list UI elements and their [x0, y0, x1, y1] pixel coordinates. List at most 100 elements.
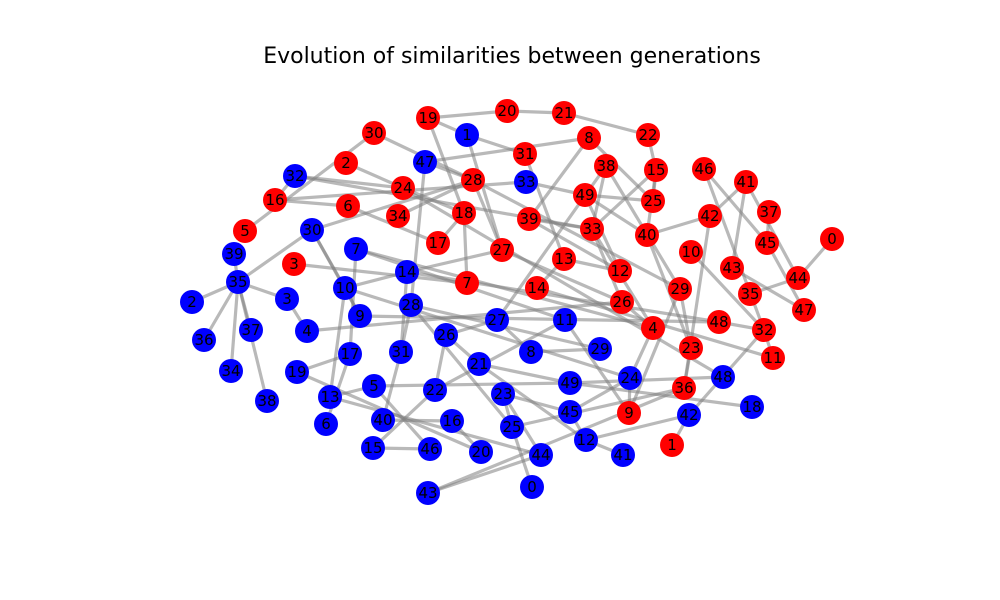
node-r14: 14 — [525, 276, 549, 300]
node-circle — [426, 231, 450, 255]
node-circle — [275, 287, 299, 311]
node-label: 6 — [343, 197, 353, 215]
node-label: 17 — [340, 345, 359, 363]
node-circle — [263, 188, 287, 212]
edge-r21-r22 — [562, 111, 650, 137]
node-circle — [641, 316, 665, 340]
node-label: 3 — [289, 255, 299, 273]
edge-b28-b25 — [409, 303, 514, 429]
node-circle — [333, 276, 357, 300]
node-label: 36 — [674, 379, 693, 397]
node-circle — [416, 481, 440, 505]
node-r3: 3 — [282, 252, 306, 276]
node-circle — [720, 256, 744, 280]
node-label: 35 — [740, 285, 759, 303]
node-circle — [820, 227, 844, 251]
node-label: 45 — [560, 403, 579, 421]
node-circle — [219, 359, 243, 383]
node-r41: 41 — [734, 170, 758, 194]
node-circle — [300, 218, 324, 242]
node-label: 32 — [754, 321, 773, 339]
node-r10: 10 — [679, 240, 703, 264]
node-circle — [618, 366, 642, 390]
node-b3: 3 — [275, 287, 299, 311]
node-label: 39 — [224, 245, 243, 263]
edge-r46-r45 — [702, 167, 769, 245]
node-label: 4 — [302, 322, 312, 340]
node-label: 13 — [320, 388, 339, 406]
edge-r49-r40 — [583, 193, 649, 237]
node-label: 47 — [794, 301, 813, 319]
node-circle — [574, 428, 598, 452]
node-label: 2 — [187, 293, 197, 311]
node-b4: 4 — [295, 319, 319, 343]
edge-b32-r24 — [293, 174, 405, 190]
node-circle — [334, 151, 358, 175]
node-r48: 48 — [707, 310, 731, 334]
node-b27: 27 — [485, 308, 509, 332]
node-label: 9 — [355, 307, 365, 325]
node-label: 35 — [228, 273, 247, 291]
edge-r43-r47 — [730, 266, 806, 312]
node-circle — [752, 318, 776, 342]
edge-r45-r47 — [765, 241, 806, 312]
node-label: 15 — [646, 161, 665, 179]
node-circle — [344, 237, 368, 261]
node-b11: 11 — [553, 308, 577, 332]
node-circle — [513, 142, 537, 166]
node-circle — [577, 126, 601, 150]
node-label: 19 — [418, 109, 437, 127]
node-b13: 13 — [318, 385, 342, 409]
node-r15: 15 — [644, 158, 668, 182]
node-label: 21 — [469, 355, 488, 373]
edge-r28-r29 — [471, 178, 682, 291]
node-circle — [558, 400, 582, 424]
node-circle — [348, 304, 372, 328]
node-b33: 33 — [514, 170, 538, 194]
node-b31: 31 — [389, 340, 413, 364]
node-circle — [517, 207, 541, 231]
node-circle — [698, 204, 722, 228]
node-r43: 43 — [720, 256, 744, 280]
node-label: 17 — [428, 234, 447, 252]
node-label: 42 — [679, 406, 698, 424]
node-circle — [641, 189, 665, 213]
node-r46: 46 — [692, 157, 716, 181]
node-circle — [318, 385, 342, 409]
node-circle — [455, 123, 479, 147]
node-label: 0 — [527, 478, 537, 496]
node-circle — [608, 259, 632, 283]
node-label: 37 — [241, 321, 260, 339]
edge-b35-b34 — [229, 280, 240, 373]
node-r49: 49 — [573, 183, 597, 207]
node-circle — [734, 170, 758, 194]
node-label: 48 — [709, 313, 728, 331]
node-circle — [738, 282, 762, 306]
node-b25: 25 — [500, 415, 524, 439]
node-circle — [525, 276, 549, 300]
node-r32: 32 — [752, 318, 776, 342]
node-b16: 16 — [440, 409, 464, 433]
node-r20: 20 — [495, 99, 519, 123]
node-label: 12 — [576, 431, 595, 449]
edge-b5-b49 — [372, 381, 572, 388]
node-label: 19 — [287, 363, 306, 381]
node-label: 33 — [582, 220, 601, 238]
node-label: 1 — [462, 126, 472, 144]
node-circle — [485, 308, 509, 332]
node-b43: 43 — [416, 481, 440, 505]
edge-r16-r6 — [273, 198, 350, 208]
node-r16: 16 — [263, 188, 287, 212]
node-r42: 42 — [698, 204, 722, 228]
node-label: 39 — [519, 210, 538, 228]
node-r9: 9 — [617, 401, 641, 425]
edge-b43-r36 — [426, 386, 686, 495]
node-label: 12 — [610, 262, 629, 280]
node-label: 10 — [681, 243, 700, 261]
node-b7: 7 — [344, 237, 368, 261]
node-circle — [467, 352, 491, 376]
node-label: 11 — [555, 311, 574, 329]
edge-b10-b24 — [343, 286, 632, 380]
node-label: 45 — [757, 234, 776, 252]
